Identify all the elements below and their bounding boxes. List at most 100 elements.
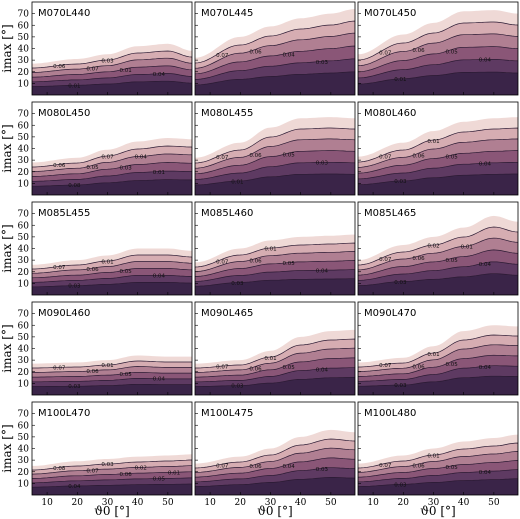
y-tick-label: 20 (18, 468, 30, 478)
contour-label: 0.02 (135, 465, 147, 471)
y-tick-label: 60 (18, 221, 30, 231)
contour-label: 0.07 (379, 155, 392, 161)
y-tick-label: 70 (18, 110, 30, 120)
contour-band-6 (195, 377, 355, 395)
contour-label: 0.03 (316, 60, 329, 66)
contour-label: 0.04 (479, 162, 492, 168)
panel-m070l445: 0.07 0.06 0.04 0.03 M070L445 (194, 1, 356, 96)
y-tick-label: 50 (18, 133, 30, 143)
x-axis-title: ϑ0 [°] (420, 504, 455, 518)
contour-label: 0.01 (68, 83, 80, 89)
y-tick-label: 50 (18, 233, 30, 243)
contour-label: 0.03 (68, 284, 81, 290)
panel-m100l480: 0.07 0.06 0.05 0.04 0.03 0.01 M100L480 10 20 30 40… (357, 401, 519, 508)
contour-label: 0.04 (316, 367, 329, 373)
contour-label: 0.02 (427, 244, 439, 250)
contour-label: 0.04 (153, 273, 166, 279)
panel-title: M085L460 (201, 208, 253, 219)
contour-label: 0.03 (394, 483, 407, 489)
panel-m070l450: 0.07 0.06 0.05 0.04 0.01 M070L450 (357, 1, 519, 96)
panel-m080l455: 0.07 0.06 0.05 0.03 0.01 M080L455 (194, 101, 356, 196)
contour-band-6 (195, 71, 355, 95)
y-tick-label: 10 (18, 79, 30, 89)
contour-label: 0.03 (394, 179, 407, 185)
contour-label: 0.06 (412, 364, 425, 370)
contour-label: 0.06 (86, 267, 99, 273)
contour-label: 0.06 (86, 369, 99, 375)
y-tick-label: 70 (18, 10, 30, 20)
axes-text: ϑ0 [°] ϑ0 [°] ϑ0 [°] imax [°] imax [°] imax [… (0, 24, 456, 518)
contour-label: 0.07 (86, 66, 99, 72)
panel-title: M080L450 (38, 108, 90, 119)
contour-label: 0.01 (231, 179, 243, 185)
contour-band-6 (32, 383, 192, 395)
contour-label: 0.03 (101, 462, 114, 468)
contour-label: 0.01 (101, 259, 113, 265)
contour-label: 0.01 (264, 247, 276, 253)
panel-title: M100L475 (201, 408, 253, 419)
contour-label: 0.07 (216, 365, 229, 371)
contour-label: 0.07 (216, 260, 229, 266)
y-axis-title: imax [°] (0, 124, 14, 172)
contour-label: 0.01 (264, 356, 276, 362)
contour-label: 0.07 (216, 53, 229, 59)
contour-label: 0.03 (231, 384, 244, 390)
x-tick-label: 50 (325, 498, 337, 508)
contour-label: 0.06 (412, 154, 425, 160)
contour-label: 0.04 (68, 484, 81, 490)
contour-label: 0.07 (216, 155, 229, 161)
y-tick-label: 60 (18, 421, 30, 431)
contour-label: 0.03 (68, 384, 81, 390)
contour-label: 0.07 (53, 366, 66, 372)
y-tick-label: 30 (18, 56, 30, 66)
contour-band-6 (32, 179, 192, 195)
x-tick-label: 10 (41, 498, 53, 508)
contour-band-6 (358, 375, 518, 395)
panel-m085l465: 0.07 0.06 0.05 0.04 0.03 0.02 0.01 M085L465 (357, 201, 519, 296)
y-axis-title: imax [°] (0, 424, 14, 472)
contour-label: 0.04 (479, 470, 492, 476)
y-tick-label: 70 (18, 410, 30, 420)
y-tick-label: 50 (18, 433, 30, 443)
x-tick-label: 20 (398, 498, 410, 508)
contour-label: 0.01 (427, 139, 439, 145)
y-tick-label: 50 (18, 33, 30, 43)
contour-label: 0.03 (101, 58, 114, 64)
contour-label: 0.04 (153, 72, 166, 78)
panel-title: M090L465 (201, 308, 253, 319)
x-tick-label: 50 (162, 498, 174, 508)
panel-title: M080L455 (201, 108, 253, 119)
y-tick-label: 60 (18, 121, 30, 131)
y-tick-label: 20 (18, 68, 30, 78)
panel-m080l460: 0.07 0.06 0.05 0.04 0.03 0.01 M080L460 (357, 101, 519, 196)
contour-label: 0.06 (249, 258, 262, 264)
y-tick-label: 20 (18, 168, 30, 178)
y-tick-label: 40 (18, 145, 30, 155)
contour-band-6 (195, 477, 355, 495)
panel-m100l470: 0.08 0.07 0.06 0.05 0.04 0.03 0.02 0.01 M100L470… (18, 401, 193, 508)
y-axis-title: imax [°] (0, 324, 14, 372)
contour-band-6 (358, 478, 518, 495)
contour-label: 0.03 (394, 280, 407, 286)
x-tick-label: 10 (204, 498, 216, 508)
panel-title: M100L470 (38, 408, 90, 419)
panel-grid: 0.06 0.07 0.010.040.010.03M070L44010203040… (18, 1, 519, 508)
contour-band-6 (358, 71, 518, 95)
panel-title: M070L440 (38, 8, 90, 19)
contour-label: 0.04 (153, 377, 166, 383)
y-axis-title: imax [°] (0, 224, 14, 272)
panel-title: M085L465 (364, 208, 416, 219)
y-tick-label: 10 (18, 279, 30, 289)
panel-m080l450: 0.06 0.05 0.03 0.01 0.08 0.07 0.04 M080L450 1020… (18, 101, 193, 196)
y-tick-label: 40 (18, 445, 30, 455)
contour-label: 0.07 (379, 257, 392, 263)
contour-label: 0.06 (249, 50, 262, 56)
y-tick-label: 70 (18, 310, 30, 320)
contour-label: 0.05 (446, 155, 459, 161)
y-tick-label: 10 (18, 179, 30, 189)
x-tick-label: 40 (458, 498, 470, 508)
